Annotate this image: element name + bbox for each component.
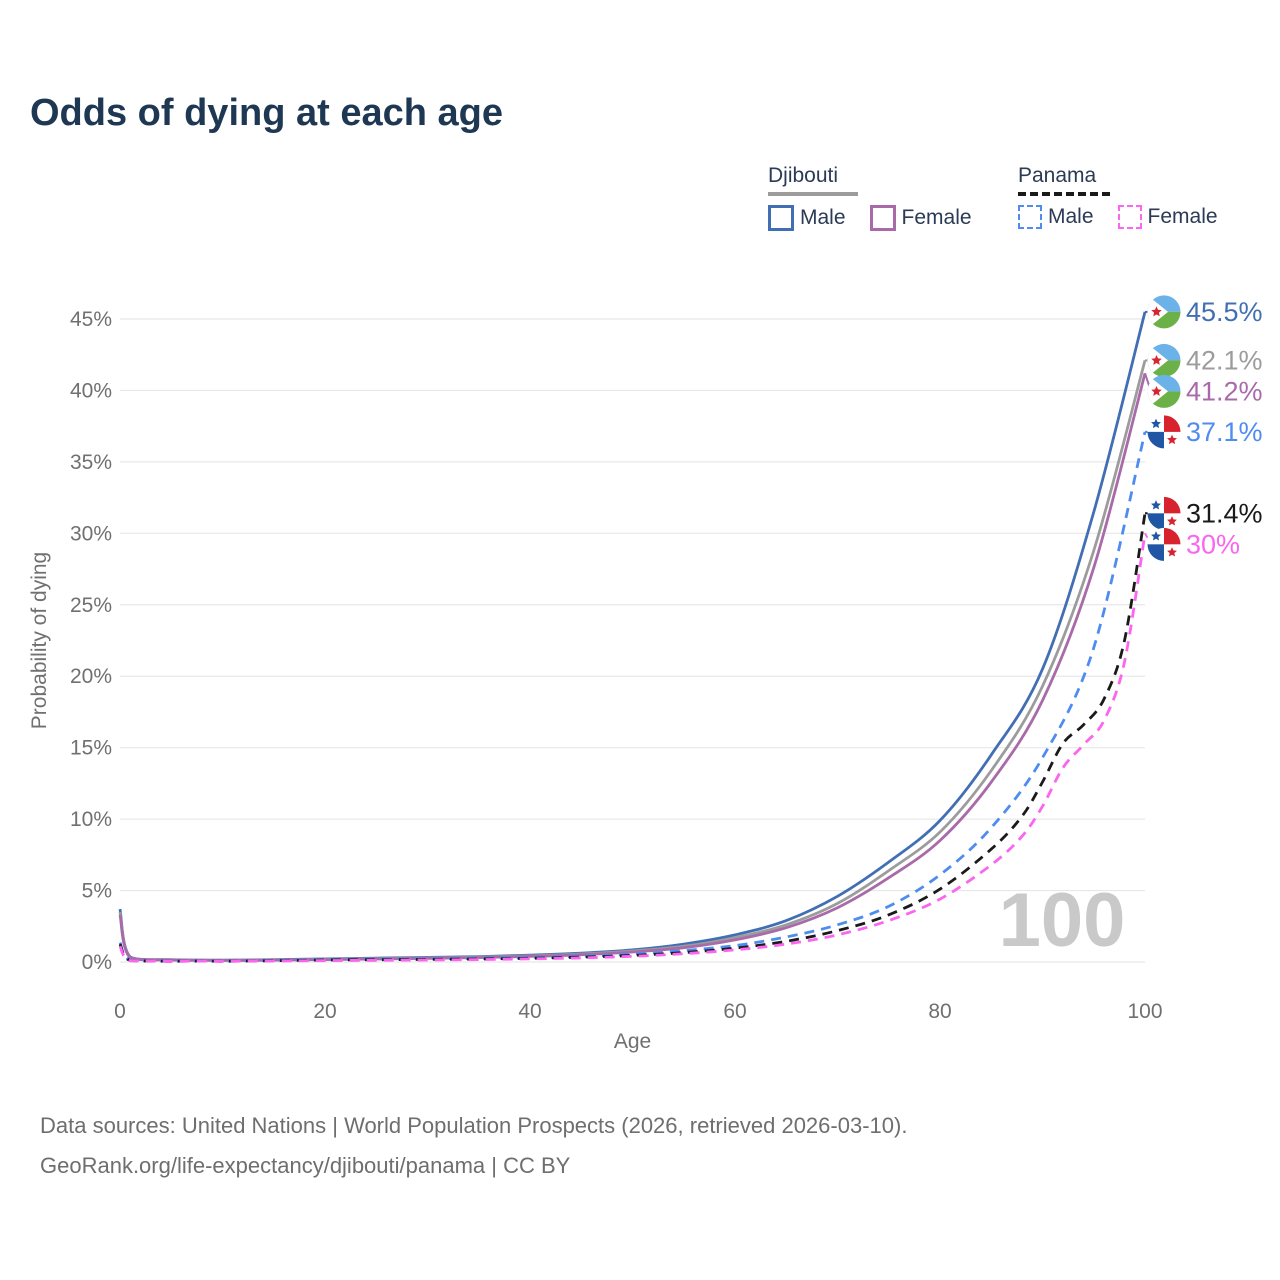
license-line: GeoRank.org/life-expectancy/djibouti/pan…	[40, 1153, 571, 1178]
series-line-panama-male[interactable]	[118, 431, 1147, 963]
legend-item-djibouti-male[interactable]: Male	[768, 205, 846, 231]
swatch-panama-male[interactable]	[1018, 205, 1042, 229]
end-value-label: 42.1%	[1186, 345, 1263, 375]
series-line-djibouti-both-sexes[interactable]	[118, 360, 1147, 962]
end-value-label: 37.1%	[1186, 417, 1263, 447]
swatch-panama-female[interactable]	[1117, 205, 1142, 229]
swatch-djibouti-male[interactable]	[768, 205, 794, 231]
y-tick-label: 30%	[70, 522, 112, 545]
y-tick-label: 15%	[70, 737, 112, 760]
flag-icon-panama	[1147, 415, 1181, 449]
y-tick-label: 20%	[70, 665, 112, 688]
end-value-label: 45.5%	[1186, 297, 1263, 327]
legend-item-djibouti-female[interactable]: Female	[869, 205, 972, 231]
legend-item-panama-male[interactable]: Male	[1018, 205, 1094, 229]
legend-linestyle-djibouti	[768, 192, 858, 196]
flag-icon-djibouti	[1147, 374, 1181, 408]
x-axis-title: Age	[614, 1030, 651, 1053]
legend-label: Female	[901, 206, 972, 229]
series-line-panama-both-sexes[interactable]	[118, 513, 1147, 963]
watermark-age: 100	[999, 878, 1126, 963]
x-tick-label: 40	[518, 1000, 541, 1023]
flag-icon-djibouti	[1147, 295, 1181, 329]
page-title: Odds of dying at each age	[30, 92, 503, 134]
legend-label: Male	[1048, 205, 1094, 228]
legend-group-djibouti: Djibouti Male Female	[768, 164, 972, 231]
data-sources-line: Data sources: United Nations | World Pop…	[40, 1113, 908, 1138]
legend-label: Female	[1147, 205, 1218, 228]
flag-icon-panama	[1147, 496, 1181, 530]
y-tick-label: 10%	[70, 808, 112, 831]
legend-country-panama: Panama	[1018, 164, 1097, 187]
legend-country-djibouti: Djibouti	[768, 164, 839, 187]
chart-canvas[interactable]: 0% 5% 10% 15% 20% 25% 30% 35% 40% 45% 0 20 40 60 80 100…	[0, 0, 1280, 1080]
x-tick-label: 60	[723, 1000, 746, 1023]
flag-icon-panama	[1147, 527, 1181, 561]
legend-linestyle-panama	[1018, 192, 1110, 196]
legend-item-panama-female[interactable]: Female	[1117, 205, 1218, 229]
series-line-panama-female[interactable]	[118, 533, 1147, 963]
y-axis-title: Probability of dying	[28, 552, 51, 729]
flag-icon-djibouti	[1147, 343, 1181, 377]
x-tick-label: 0	[114, 1000, 126, 1023]
legend-group-panama: Panama Male Female	[1018, 164, 1218, 229]
x-tick-label: 20	[313, 1000, 336, 1023]
series-line-djibouti-male[interactable]	[118, 311, 1147, 962]
y-tick-label: 0%	[82, 951, 112, 974]
y-tick-label: 5%	[82, 880, 112, 903]
end-value-label: 30%	[1186, 529, 1240, 559]
swatch-djibouti-female[interactable]	[869, 205, 896, 231]
y-tick-label: 40%	[70, 379, 112, 402]
y-tick-label: 25%	[70, 594, 112, 617]
y-tick-label: 35%	[70, 451, 112, 474]
end-value-label: 31.4%	[1186, 498, 1263, 528]
x-tick-label: 100	[1127, 1000, 1162, 1023]
x-tick-label: 80	[928, 1000, 951, 1023]
end-value-label: 41.2%	[1186, 376, 1263, 406]
legend-label: Male	[800, 206, 846, 229]
attribution: Data sources: United Nations | World Pop…	[40, 1106, 907, 1186]
y-tick-label: 45%	[70, 308, 112, 331]
